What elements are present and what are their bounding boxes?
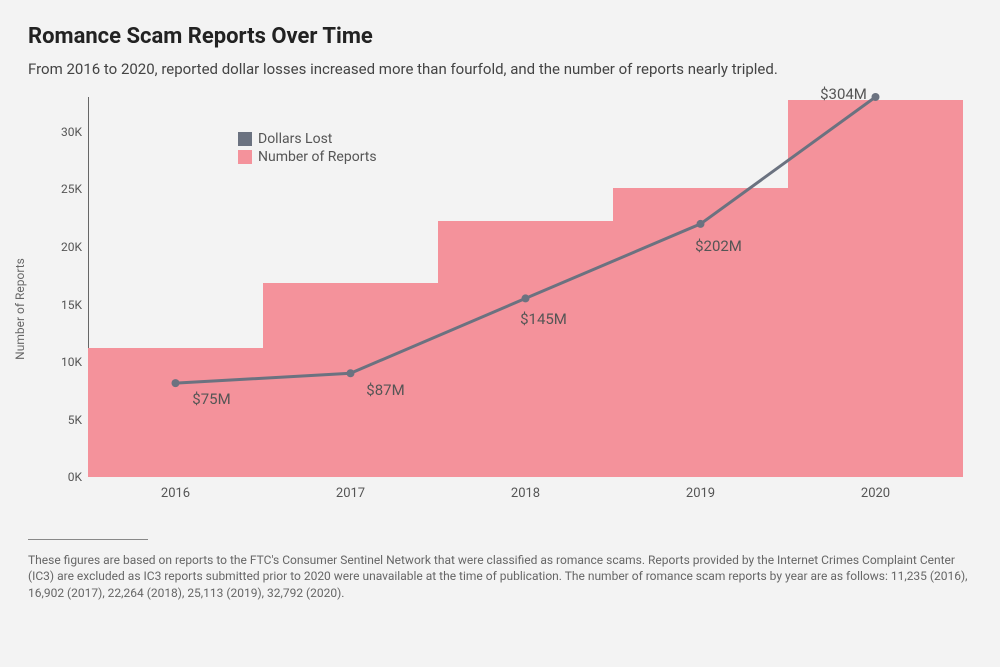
line-marker [697,220,705,228]
x-tick-label: 2019 [686,486,715,501]
line-marker [347,370,355,378]
y-tick-label: 15K [48,298,82,312]
chart-title: Romance Scam Reports Over Time [28,24,972,49]
chart-wrap: Number of Reports 0K5K10K15K20K25K30K201… [28,87,972,517]
y-tick-label: 30K [48,125,82,139]
line-marker [872,93,880,101]
dollars-lost-line [176,97,876,383]
dollars-lost-label: $304M [820,85,867,103]
footnote-text: These figures are based on reports to th… [28,552,968,601]
chart-subtitle: From 2016 to 2020, reported dollar losse… [28,59,972,79]
dollars-lost-label: $145M [520,310,567,328]
y-tick-label: 10K [48,355,82,369]
y-tick-label: 20K [48,240,82,254]
x-tick-label: 2017 [336,486,365,501]
footnote-separator [28,539,148,540]
line-overlay [88,97,963,477]
y-axis-title: Number of Reports [13,258,27,360]
page-container: Romance Scam Reports Over Time From 2016… [0,0,1000,623]
dollars-lost-label: $87M [366,381,404,399]
line-marker [522,295,530,303]
dollars-lost-label: $202M [695,237,742,255]
y-tick-label: 5K [48,413,82,427]
x-tick-label: 2016 [161,486,190,501]
y-tick-label: 0K [48,470,82,484]
y-tick-label: 25K [48,182,82,196]
dollars-lost-label: $75M [192,390,230,408]
line-marker [172,379,180,387]
x-tick-label: 2020 [861,486,890,501]
plot-area: 0K5K10K15K20K25K30K20162017201820192020$… [88,97,963,477]
x-tick-label: 2018 [511,486,540,501]
